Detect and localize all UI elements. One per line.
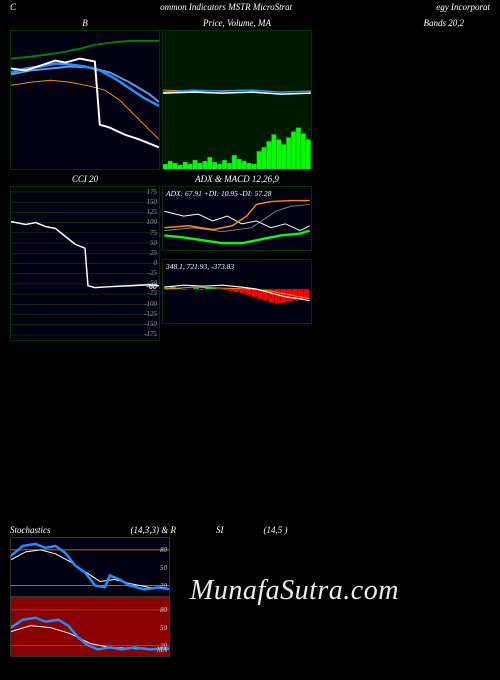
cci-axis-labels: 1751501251007550250-25-50-75-100-125-150…	[144, 187, 157, 340]
panel2-title: Price, Volume, MA	[162, 18, 312, 28]
row1-titles: B Price, Volume, MA Bands 20,2	[0, 18, 500, 28]
stoch2-ma-label: MA	[157, 646, 167, 654]
stoch-lab-80: 80	[160, 546, 167, 554]
macd-values: 348.1, 721.93, -373.83	[166, 262, 234, 271]
stoch2-lab-80: 80	[160, 606, 167, 614]
cci-title: CCI 20	[10, 174, 160, 184]
stoch-lab-20: 20	[160, 582, 167, 590]
stoch-lower-svg	[11, 598, 169, 657]
chart-b-svg	[11, 31, 159, 169]
header-row: C ommon Indicators MSTR MicroStrat egy I…	[0, 0, 500, 14]
row2-panels: 1751501251007550250-25-50-75-100-125-150…	[0, 186, 500, 341]
stoch-lab-50: 50	[160, 564, 167, 572]
panel-b	[10, 30, 160, 170]
panel1-title: B	[10, 18, 160, 28]
cci-current-value: -60	[146, 282, 157, 291]
stoch-title: Stochastics	[10, 525, 51, 535]
chart-cci-svg	[11, 187, 159, 340]
stoch-lower-panel: 80 50 20 MA	[10, 597, 170, 657]
stoch-params: (14,3,3) & R	[131, 525, 177, 535]
rsi-title: SI	[216, 525, 224, 535]
row1-panels	[0, 30, 500, 170]
adx-values: ADX: 67.91 +DI: 10.95 -DI: 57.28	[166, 189, 271, 198]
right-stack: ADX: 67.91 +DI: 10.95 -DI: 57.28 348.1, …	[162, 186, 312, 324]
stoch-upper-panel: 80 50 20	[10, 537, 170, 597]
header-left: C	[10, 2, 16, 12]
stoch-upper-svg	[11, 538, 169, 597]
panel3-title: Bands 20,2	[314, 18, 464, 28]
panel-volume	[162, 30, 312, 170]
stoch-section: Stochastics (14,3,3) & R SI (14,5 ) 80 5…	[10, 525, 170, 657]
adx-title: ADX & MACD 12,26,9	[162, 174, 312, 184]
panel-adx: ADX: 67.91 +DI: 10.95 -DI: 57.28	[162, 186, 312, 251]
header-center: ommon Indicators MSTR MicroStrat	[160, 2, 292, 12]
row2-titles: CCI 20 ADX & MACD 12,26,9	[0, 174, 500, 184]
chart-volume-svg	[163, 31, 311, 169]
rsi-params: (14,5 )	[264, 525, 288, 535]
stoch-title-row: Stochastics (14,3,3) & R SI (14,5 )	[10, 525, 490, 535]
watermark: MunafaSutra.com	[190, 575, 399, 607]
stoch2-lab-50: 50	[160, 624, 167, 632]
panel-macd: 348.1, 721.93, -373.83	[162, 259, 312, 324]
header-right: egy Incorporat	[436, 2, 490, 12]
panel-cci: 1751501251007550250-25-50-75-100-125-150…	[10, 186, 160, 341]
